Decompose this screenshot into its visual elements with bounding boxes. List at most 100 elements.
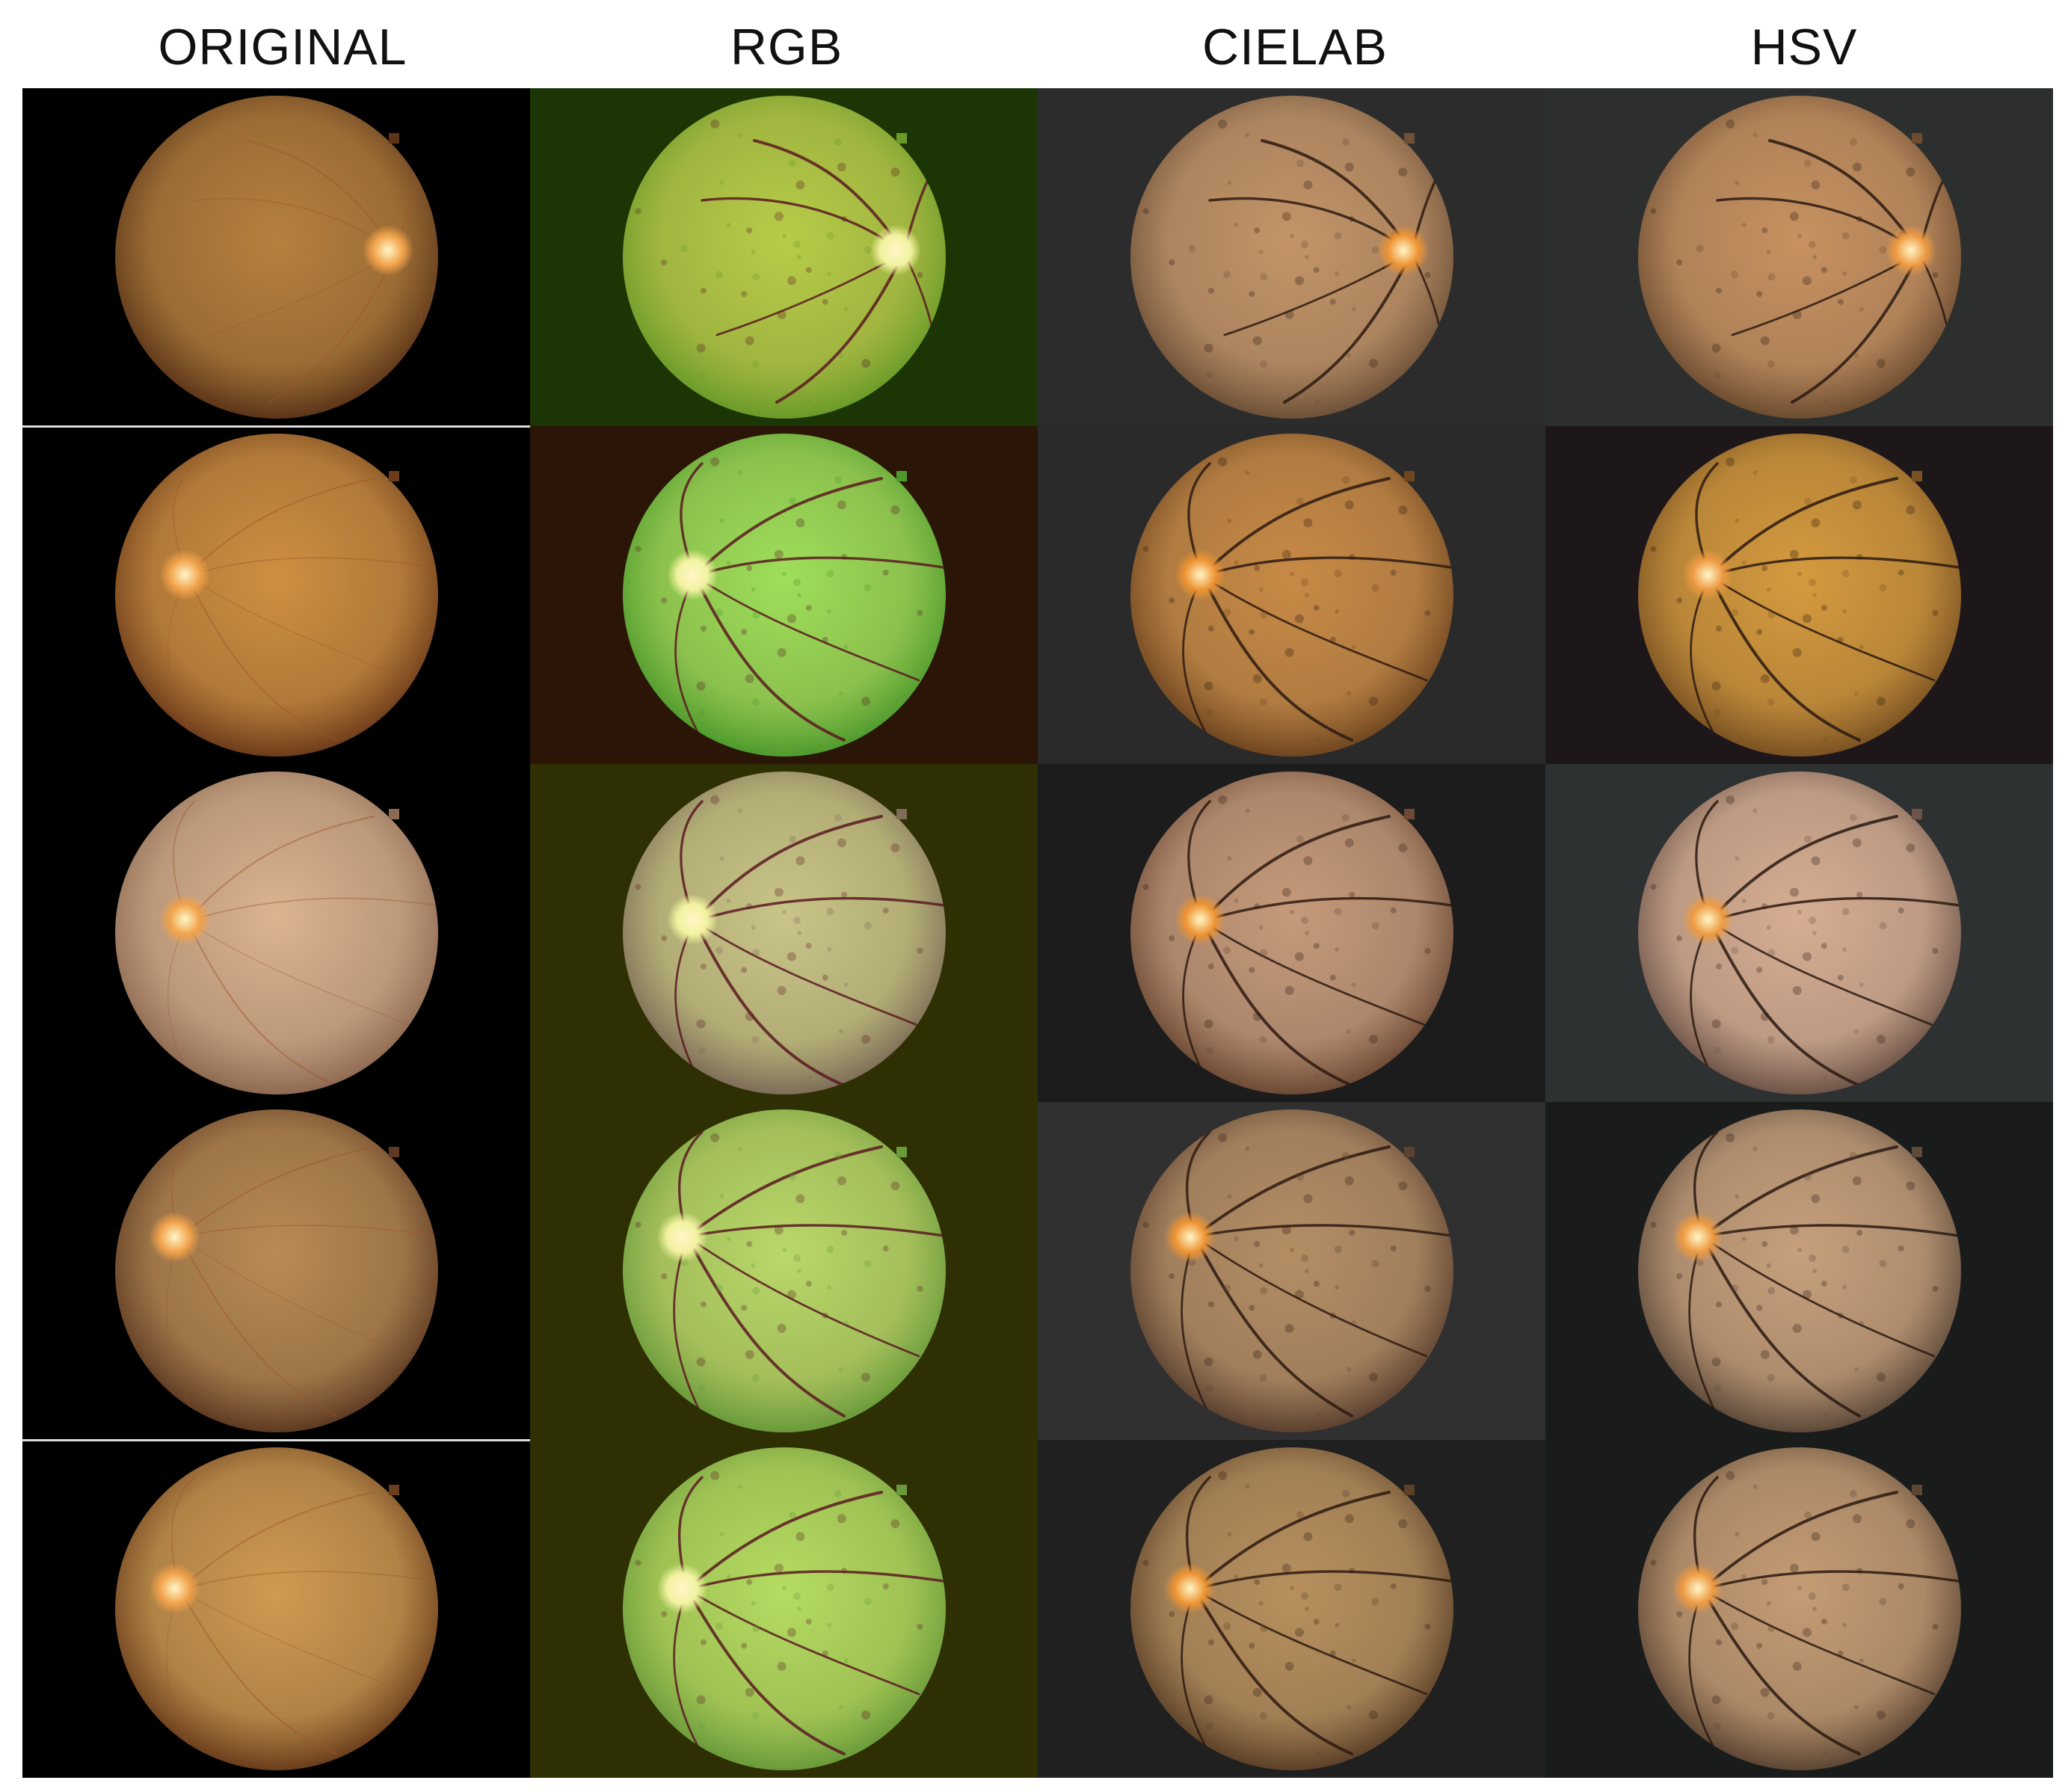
texture-spot [1259,1373,1267,1382]
texture-spot [861,697,870,706]
texture-spot [1650,1222,1657,1228]
texture-spot [1227,1532,1232,1537]
texture-spot [1726,1471,1735,1480]
texture-spot [797,1607,801,1611]
texture-spot [1761,227,1768,234]
retina-disc [1130,772,1453,1094]
blood-vessel [1201,556,1453,577]
texture-spot [635,884,641,890]
texture-spot [741,629,748,635]
texture-spot [777,1323,787,1333]
texture-spot [1329,1650,1336,1657]
texture-spot [1849,1489,1857,1497]
texture-spot [1303,1194,1313,1204]
texture-spot [1797,234,1802,238]
texture-spot [1294,952,1304,961]
texture-spot [1898,907,1904,914]
blood-vessel [1283,251,1413,404]
texture-spot [861,1373,870,1382]
texture-spot [1284,985,1294,995]
texture-spot [1424,609,1431,616]
texture-spot [793,1592,801,1601]
texture-spot [1252,1687,1262,1697]
blood-vessel [185,574,338,742]
texture-spot [1204,1357,1213,1367]
texture-spot [1761,1241,1768,1248]
texture-spot [1390,569,1397,576]
retina-disc [623,434,946,757]
texture-spot [1735,1532,1740,1537]
texture-spot [822,1650,828,1657]
texture-spot [1792,647,1802,657]
texture-spot [1218,795,1228,804]
texture-spot [1398,505,1408,515]
blood-vessel [693,815,883,923]
texture-spot [1761,565,1768,572]
texture-spot [1741,561,1747,565]
texture-spot [1290,572,1294,576]
blood-vessel [1701,1224,1961,1238]
image-notch [1912,133,1922,144]
blood-vessel [178,1588,338,1755]
texture-spot [1347,353,1351,358]
retina-disc [1638,434,1961,757]
texture-spot [751,360,760,368]
texture-spot [1303,518,1313,528]
texture-spot [1932,609,1939,616]
texture-spot [1371,1260,1379,1268]
texture-spot [1398,167,1408,177]
texture-spot [1245,1484,1250,1489]
image-notch [1404,809,1415,819]
texture-spot [1802,952,1812,961]
texture-spot [1767,611,1776,619]
texture-spot [1294,614,1304,623]
texture-spot [1335,609,1340,614]
texture-spot [837,162,846,172]
image-notch [1912,1147,1922,1157]
texture-spot [1821,1619,1827,1625]
texture-spot [1207,963,1214,970]
fundus-image-rgb-row-2 [530,426,1038,764]
texture-spot [1315,1413,1320,1418]
texture-spot [1347,1705,1351,1710]
texture-spot [843,307,849,312]
texture-spot [635,208,641,215]
image-notch [896,133,907,144]
blood-vessel [1201,574,1428,682]
texture-spot [1234,899,1239,903]
texture-spot [1341,813,1350,822]
texture-spot [746,1579,753,1586]
texture-spot [1854,1029,1859,1034]
texture-spot [827,271,832,276]
texture-spot [1792,310,1802,319]
texture-spot [1245,1146,1250,1151]
texture-spot [1767,1287,1776,1295]
texture-spot [797,1269,801,1273]
blood-vessel [686,1235,846,1417]
blood-vessel [686,1224,946,1238]
texture-spot [700,1301,707,1308]
texture-spot [1223,609,1231,617]
texture-spot [661,935,668,942]
texture-spot [719,1194,724,1199]
optic-disc [1672,1211,1723,1263]
row-divider [22,1439,530,1441]
texture-spot [751,249,756,254]
texture-spot [716,609,724,617]
texture-spot [1398,843,1408,853]
texture-spot [1854,353,1859,358]
blood-vessel [693,477,883,577]
blood-vessel [179,1236,412,1357]
texture-spot [1760,1687,1770,1697]
texture-spot [1808,1592,1816,1601]
texture-spot [1811,1532,1821,1542]
texture-spot [1371,1598,1379,1606]
texture-spot [1741,1574,1747,1579]
blood-vessel [1708,477,1898,577]
texture-spot [1349,215,1355,222]
column-title-cielab: CIELAB [1202,19,1388,76]
texture-spot [1898,569,1904,576]
texture-spot [635,1222,641,1228]
texture-spot [1349,1229,1355,1236]
fundus-image-hsv-row-1 [1545,88,2053,426]
